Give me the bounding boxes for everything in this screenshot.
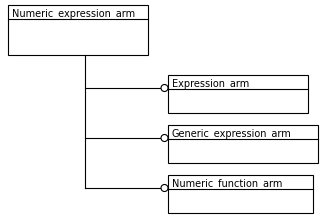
Circle shape — [161, 184, 168, 192]
Bar — [168, 125, 318, 163]
Text: Numeric_function_arm: Numeric_function_arm — [172, 178, 283, 189]
Circle shape — [161, 134, 168, 142]
Circle shape — [161, 85, 168, 91]
Text: Numeric_expression_arm: Numeric_expression_arm — [12, 8, 135, 19]
Bar — [168, 175, 313, 213]
Bar — [8, 5, 148, 55]
Bar — [168, 75, 308, 113]
Text: Expression_arm: Expression_arm — [172, 78, 249, 89]
Text: Generic_expression_arm: Generic_expression_arm — [172, 128, 292, 139]
